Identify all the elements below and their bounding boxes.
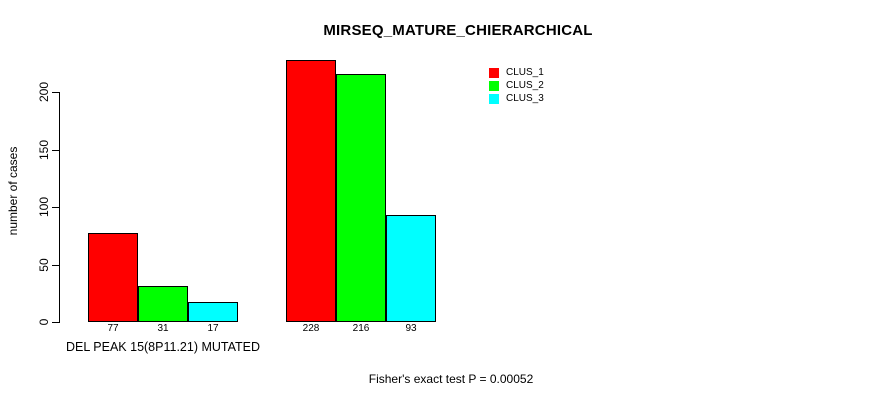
legend-item-clus-1: CLUS_1: [489, 66, 544, 79]
bar-value-label: 216: [352, 323, 370, 334]
y-axis-tick: [52, 207, 59, 208]
bar-value-label: 17: [207, 323, 219, 334]
y-axis-tick: [52, 322, 59, 323]
legend-item-clus-2: CLUS_2: [489, 79, 544, 92]
legend-item-clus-3: CLUS_3: [489, 92, 544, 105]
y-axis-tick-label: 0: [37, 318, 51, 326]
legend-swatch-clus-3: [489, 93, 499, 104]
fisher-test-annotation: Fisher's exact test P = 0.00052: [368, 372, 534, 386]
legend-swatch-clus-2: [489, 80, 499, 91]
y-axis-tick: [52, 92, 59, 93]
bar-group1-clus_2: [138, 286, 188, 322]
legend-label-clus-2: CLUS_2: [506, 80, 544, 91]
bar-value-label: 77: [107, 323, 119, 334]
y-axis-tick-label: 200: [37, 81, 51, 103]
chart-title: MIRSEQ_MATURE_CHIERARCHICAL: [323, 22, 593, 39]
y-axis-line: [59, 92, 60, 323]
x-axis-group-label: DEL PEAK 15(8P11.21) MUTATED: [65, 340, 261, 354]
y-axis-tick: [52, 150, 59, 151]
legend-swatch-clus-1: [489, 67, 499, 78]
bar-group2-clus_1: [286, 60, 336, 322]
bar-value-label: 93: [405, 323, 417, 334]
y-axis-tick-label: 150: [37, 139, 51, 161]
legend: CLUS_1 CLUS_2 CLUS_3: [489, 66, 544, 105]
y-axis-tick: [52, 265, 59, 266]
bar-value-label: 228: [302, 323, 320, 334]
bar-group2-clus_3: [386, 215, 436, 322]
legend-label-clus-3: CLUS_3: [506, 93, 544, 104]
bar-group1-clus_3: [188, 302, 238, 322]
bar-group1-clus_1: [88, 233, 138, 322]
y-axis-tick-label: 100: [37, 196, 51, 218]
bar-value-label: 31: [157, 323, 169, 334]
bar-group2-clus_2: [336, 74, 386, 322]
legend-label-clus-1: CLUS_1: [506, 67, 544, 78]
y-axis-tick-label: 50: [37, 258, 51, 272]
